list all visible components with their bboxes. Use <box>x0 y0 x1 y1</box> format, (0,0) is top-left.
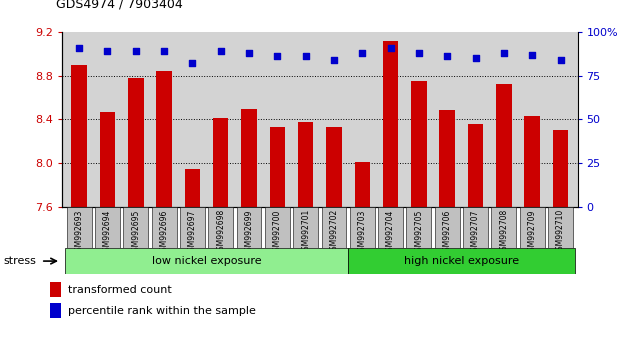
Bar <box>156 71 172 207</box>
Text: transformed count: transformed count <box>68 285 172 295</box>
Text: GSM992693: GSM992693 <box>75 209 84 256</box>
Text: GSM992703: GSM992703 <box>358 209 367 256</box>
Bar <box>322 207 347 248</box>
Point <box>499 50 509 56</box>
Text: GSM992701: GSM992701 <box>301 209 310 255</box>
Text: low nickel exposure: low nickel exposure <box>152 256 261 266</box>
Point <box>442 53 452 59</box>
Bar <box>184 169 200 207</box>
Text: GSM992696: GSM992696 <box>160 209 168 256</box>
Point <box>527 52 537 57</box>
Bar <box>213 118 229 207</box>
Bar <box>99 112 116 207</box>
Bar <box>491 207 516 248</box>
Bar <box>66 207 91 248</box>
Text: GSM992706: GSM992706 <box>443 209 451 256</box>
Bar <box>152 207 176 248</box>
Text: GSM992707: GSM992707 <box>471 209 480 256</box>
Point <box>414 50 424 56</box>
Bar <box>298 122 314 207</box>
Bar <box>326 127 342 207</box>
Bar <box>355 162 370 207</box>
Text: GSM992708: GSM992708 <box>499 209 509 255</box>
Bar <box>293 207 318 248</box>
Text: high nickel exposure: high nickel exposure <box>404 256 519 266</box>
Point <box>188 61 197 66</box>
Bar <box>124 207 148 248</box>
Bar <box>50 282 61 297</box>
Bar <box>520 207 545 248</box>
Point <box>273 53 283 59</box>
Point <box>74 45 84 51</box>
Text: GSM992702: GSM992702 <box>330 209 338 255</box>
Bar <box>95 207 120 248</box>
Point <box>329 57 339 63</box>
Point <box>556 57 566 63</box>
Bar <box>65 248 348 274</box>
Point <box>386 45 396 51</box>
Bar <box>440 110 455 207</box>
Text: GSM992695: GSM992695 <box>131 209 140 256</box>
Bar <box>411 81 427 207</box>
Text: GSM992699: GSM992699 <box>245 209 253 256</box>
Text: GSM992709: GSM992709 <box>528 209 537 256</box>
Point <box>102 48 112 54</box>
Text: GSM992705: GSM992705 <box>414 209 424 256</box>
Text: GSM992694: GSM992694 <box>103 209 112 256</box>
Text: GSM992704: GSM992704 <box>386 209 395 256</box>
Bar <box>180 207 205 248</box>
Bar <box>468 124 483 207</box>
Point <box>301 53 310 59</box>
Bar <box>241 109 257 207</box>
Bar <box>350 207 374 248</box>
Bar <box>378 207 403 248</box>
Text: GSM992697: GSM992697 <box>188 209 197 256</box>
Bar <box>548 207 573 248</box>
Point <box>244 50 254 56</box>
Point <box>131 48 141 54</box>
Text: stress: stress <box>3 256 36 266</box>
Bar <box>407 207 432 248</box>
Point <box>159 48 169 54</box>
Bar <box>128 78 143 207</box>
Bar <box>524 116 540 207</box>
Point <box>357 50 367 56</box>
Bar <box>383 41 399 207</box>
Bar <box>435 207 460 248</box>
Bar <box>237 207 261 248</box>
Bar <box>463 207 488 248</box>
Point <box>471 55 481 61</box>
Bar <box>50 303 61 318</box>
Text: GDS4974 / 7903404: GDS4974 / 7903404 <box>56 0 183 11</box>
Text: GSM992700: GSM992700 <box>273 209 282 256</box>
Bar <box>265 207 290 248</box>
Bar <box>496 84 512 207</box>
Text: GSM992698: GSM992698 <box>216 209 225 255</box>
Bar <box>270 127 285 207</box>
Bar <box>348 248 574 274</box>
Text: GSM992710: GSM992710 <box>556 209 565 255</box>
Bar <box>553 130 568 207</box>
Bar <box>71 65 87 207</box>
Text: percentile rank within the sample: percentile rank within the sample <box>68 306 256 316</box>
Bar <box>208 207 233 248</box>
Point <box>215 48 225 54</box>
